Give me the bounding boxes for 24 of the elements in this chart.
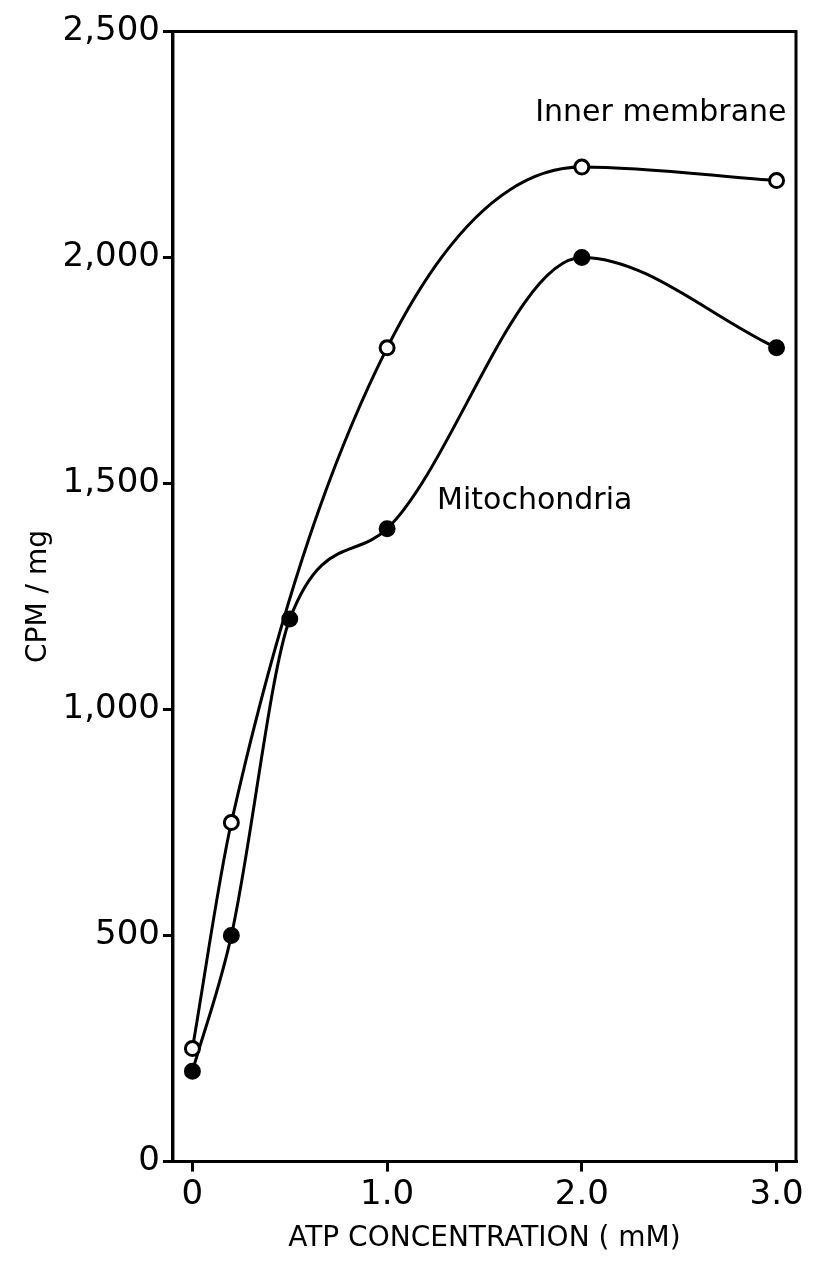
point: [183, 1040, 201, 1058]
series-label: Mitochondria: [437, 480, 633, 516]
x-tick-label: 0: [181, 1171, 204, 1212]
y-tick-label: 2,500: [62, 8, 160, 49]
point: [378, 520, 396, 538]
x-axis-title: ATP CONCENTRATION ( mM): [288, 1220, 681, 1254]
x-tick-label: 3.0: [749, 1171, 804, 1212]
point: [573, 248, 591, 266]
y-tick-label: 0: [138, 1138, 160, 1179]
y-tick-label: 1,000: [62, 686, 160, 727]
point: [222, 927, 240, 945]
point: [768, 172, 786, 190]
y-tick-label: 500: [95, 912, 160, 953]
point: [183, 1062, 201, 1080]
y-tick-label: 1,500: [62, 460, 160, 501]
series-label: Inner membrane: [535, 92, 787, 128]
point: [222, 814, 240, 832]
point: [573, 158, 591, 176]
x-tick-label: 2.0: [554, 1171, 609, 1212]
point: [768, 339, 786, 357]
y-axis-title: CPM / mg: [20, 530, 54, 663]
point: [378, 339, 396, 357]
x-tick-label: 1.0: [360, 1171, 415, 1212]
y-tick-label: 2,000: [62, 234, 160, 275]
